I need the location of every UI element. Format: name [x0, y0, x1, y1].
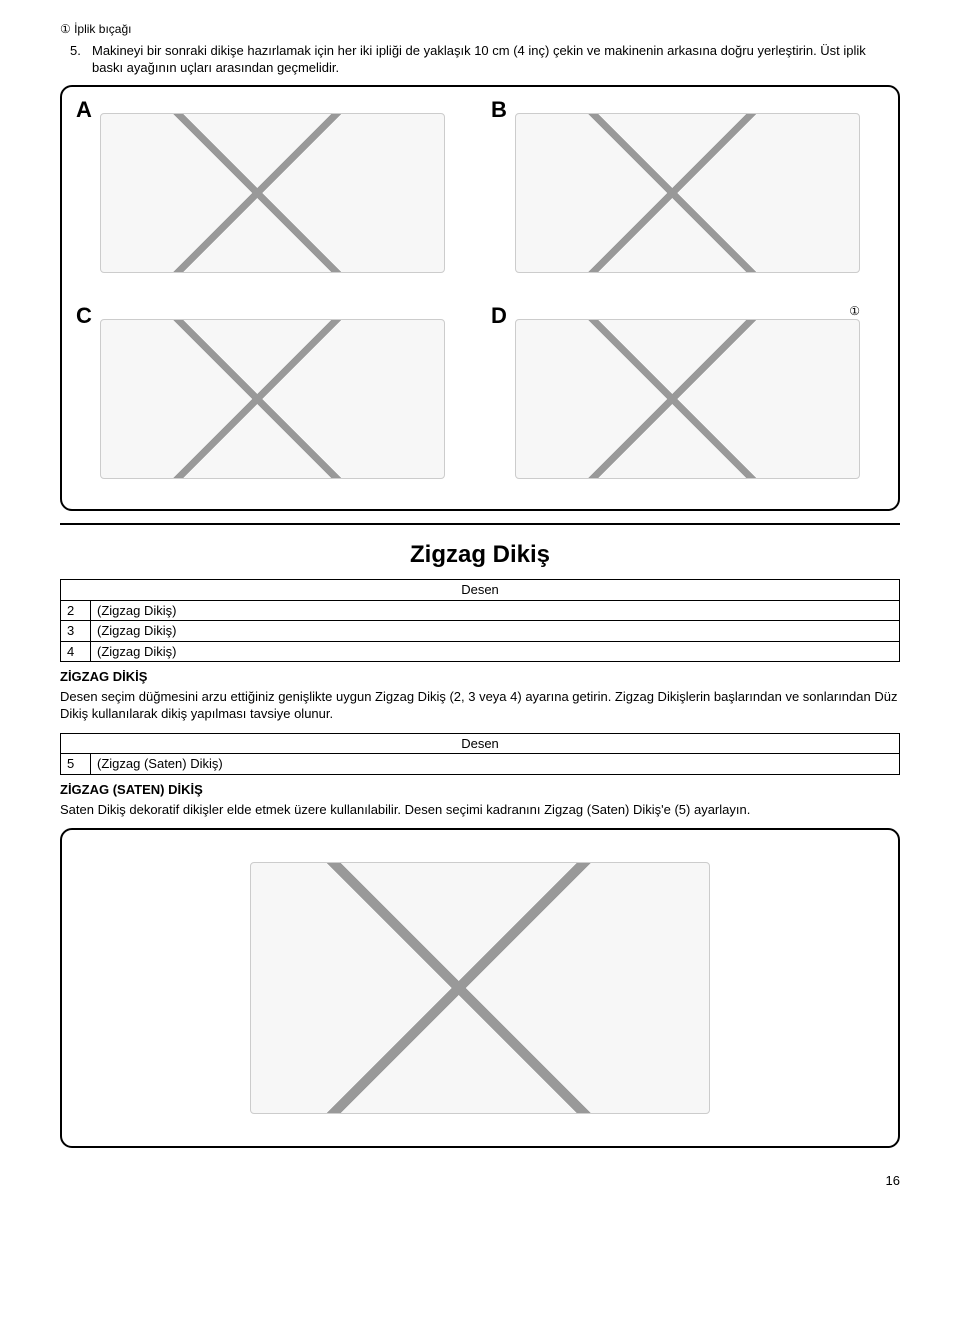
zigzag-heading: ZİGZAG DİKİŞ: [60, 668, 900, 686]
illustration-placeholder: [100, 113, 444, 273]
saten-text: Saten Dikiş dekoratif dikişler elde etme…: [60, 801, 900, 819]
illustration-cell-d: D ①: [485, 299, 890, 499]
cell-letter: B: [491, 95, 507, 125]
iplik-bicagi-label: ① İplik bıçağı: [60, 22, 131, 36]
table1-header: Desen: [61, 580, 900, 601]
step5-number: 5.: [70, 42, 86, 77]
desen-table-1: Desen 2 (Zigzag Dikiş) 3 (Zigzag Dikiş) …: [60, 579, 900, 662]
desen-table-2: Desen 5 (Zigzag (Saten) Dikiş): [60, 733, 900, 775]
table-row: 2 (Zigzag Dikiş): [61, 600, 900, 621]
table1-row1-num: 3: [61, 621, 91, 642]
saten-heading: ZİGZAG (SATEN) DİKİŞ: [60, 781, 900, 799]
table1-row2-num: 4: [61, 641, 91, 662]
divider: [60, 523, 900, 525]
illustration-cell-b: B: [485, 93, 890, 293]
cell-letter: C: [76, 301, 92, 331]
cell-letter: D: [491, 301, 507, 331]
section-title-zigzag: Zigzag Dikiş: [60, 539, 900, 571]
table1-row1-label: (Zigzag Dikiş): [91, 621, 900, 642]
table1-row0-num: 2: [61, 600, 91, 621]
illustration-cell-a: A: [70, 93, 475, 293]
table2-row0-num: 5: [61, 754, 91, 775]
illustration-placeholder: [100, 319, 444, 479]
illustration-placeholder: [515, 113, 859, 273]
table1-row0-label: (Zigzag Dikiş): [91, 600, 900, 621]
illustration-panel-abcd: A B C D ①: [60, 85, 900, 511]
table-row: 5 (Zigzag (Saten) Dikiş): [61, 754, 900, 775]
page-number: 16: [60, 1172, 900, 1190]
table-row: 3 (Zigzag Dikiş): [61, 621, 900, 642]
table2-header: Desen: [61, 733, 900, 754]
step5-text: Makineyi bir sonraki dikişe hazırlamak i…: [92, 42, 900, 77]
table1-row2-label: (Zigzag Dikiş): [91, 641, 900, 662]
cell-letter: A: [76, 95, 92, 125]
illustration-placeholder: [250, 862, 710, 1115]
table2-row0-label: (Zigzag (Saten) Dikiş): [91, 754, 900, 775]
illustration-panel-bottom: [60, 828, 900, 1148]
callout-1-icon: ①: [849, 303, 860, 319]
zigzag-text: Desen seçim düğmesini arzu ettiğiniz gen…: [60, 688, 900, 723]
illustration-placeholder: [515, 319, 859, 479]
illustration-cell-c: C: [70, 299, 475, 499]
table-row: 4 (Zigzag Dikiş): [61, 641, 900, 662]
